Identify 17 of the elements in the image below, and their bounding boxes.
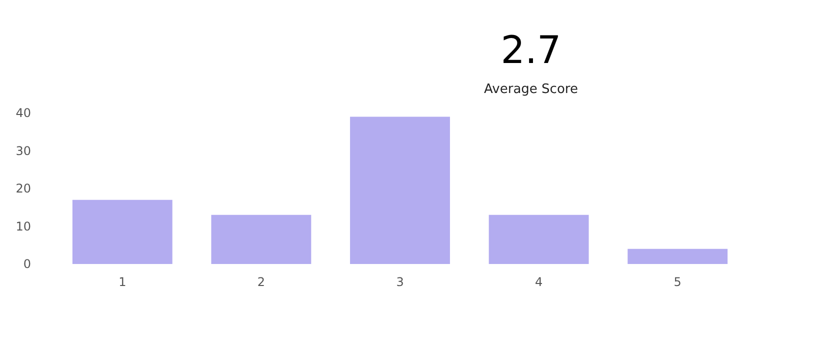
bar (628, 248, 728, 264)
x-tick-label: 2 (257, 275, 266, 289)
x-tick-label: 5 (674, 275, 682, 289)
y-tick-label: 0 (23, 257, 31, 271)
y-tick-label: 20 (16, 182, 31, 196)
x-tick-label: 4 (534, 275, 543, 289)
bar (350, 116, 450, 264)
bar (211, 214, 312, 264)
y-tick-label: 30 (16, 144, 31, 158)
x-tick-label: 1 (118, 275, 126, 289)
chart-subtitle: Average Score (484, 82, 578, 97)
x-tick-label: 3 (396, 275, 404, 289)
bar (72, 200, 172, 264)
y-tick-label: 10 (16, 219, 31, 234)
bar (488, 214, 589, 264)
y-tick-label: 40 (16, 106, 31, 120)
chart-title: 2.7 (500, 28, 562, 72)
